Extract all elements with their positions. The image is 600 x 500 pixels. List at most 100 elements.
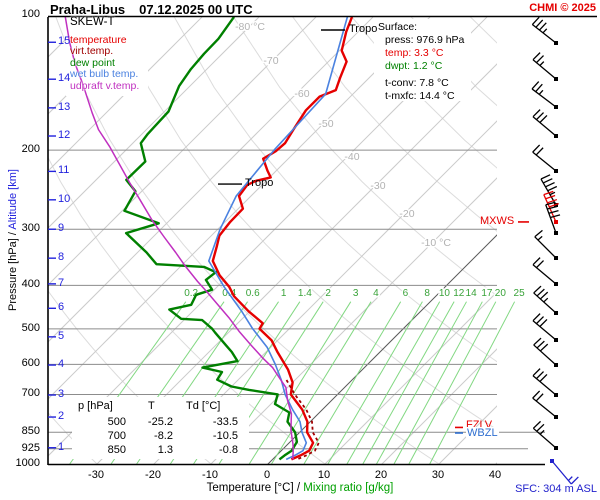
- mixing-ratio-line: [376, 301, 467, 465]
- table-cell: -0.8: [219, 444, 238, 456]
- wind-barb: [533, 285, 558, 315]
- surface-value: dwpt: 1.2 °C: [385, 60, 443, 72]
- dry-adiabat: [292, 17, 497, 232]
- mixing-ratio-line: [248, 301, 352, 465]
- mixing-ratio-axis-label: Mixing ratio [g/kg]: [303, 482, 394, 494]
- altitude-tick-label: 14: [58, 72, 71, 85]
- pressure-tick-label: 600: [21, 357, 40, 370]
- table-header-cell: T: [148, 400, 155, 412]
- x-axis-title: Temperature [°C] / Mixing ratio [g/kg]: [150, 482, 450, 494]
- wind-barb: [550, 459, 579, 485]
- mixing-ratio-line: [393, 301, 483, 465]
- mixing-ratio-label: 3: [353, 288, 359, 299]
- isotherm-label: -10 °C: [421, 237, 451, 249]
- legend-backdrop: [66, 16, 148, 96]
- pressure-tick-label: 925: [21, 441, 40, 454]
- dry-adiabat: [232, 17, 497, 297]
- curve-legend: SKEW-T temperature virt.temp. dew point wet…: [70, 16, 140, 93]
- mixing-ratio-label: 6: [403, 288, 409, 299]
- surface-backdrop: [374, 19, 471, 101]
- mixing-ratio-label: 1.4: [298, 288, 312, 299]
- wbzl-label: WBZL: [466, 426, 499, 439]
- table-header-cell: Td [°C]: [186, 400, 221, 412]
- mixing-ratio-line: [303, 301, 402, 465]
- wind-barb: [531, 16, 558, 45]
- temperature-tick-label: 20: [374, 469, 388, 481]
- mixing-ratio-lines: 0.2 0.4 0.6 1 1.4 2 3 4 6 8 10 12 14 17 20 25-80 °C-70-…: [48, 20, 545, 465]
- altitude-tick-label: 9: [58, 222, 65, 235]
- mixing-ratio-line: [362, 301, 455, 465]
- sounding-datetime: 07.12.2025 00 UTC: [139, 2, 253, 17]
- legend-items: temperature virt.temp. dew point wet bulb t…: [70, 34, 140, 93]
- dry-adiabat: [114, 17, 497, 431]
- altitude-tick-label: 10: [58, 192, 71, 205]
- wind-barb: [532, 390, 558, 419]
- altitude-tick-label: 4: [58, 358, 65, 371]
- surface-values: press: 976.9 hPa temp: 3.3 °C dwpt: 1.2 °C: [378, 34, 464, 73]
- table-cell: 500: [107, 416, 126, 428]
- altitude-tick-label: 8: [58, 251, 65, 264]
- table-backdrop: [72, 397, 249, 459]
- table-cell: 700: [107, 430, 126, 442]
- isotherm: [323, 291, 497, 465]
- temperature-axis-label: Temperature [°C] /: [206, 482, 301, 494]
- mxws-label: MXWS: [480, 214, 515, 227]
- legend-item: udpraft v.temp.: [70, 79, 140, 92]
- white-label-boxes: [66, 16, 471, 459]
- mixing-ratio-label: 14: [466, 288, 478, 299]
- surface-title: Surface:: [378, 21, 418, 33]
- isotherm: [48, 17, 431, 400]
- tropopause-label-upper: Tropo: [349, 23, 378, 35]
- dry-adiabat: [173, 17, 497, 363]
- table-cell: -25.2: [147, 416, 173, 428]
- pressure-tick-label: 700: [21, 387, 40, 400]
- surface-value: t-mxfc: 14.4 °C: [385, 90, 455, 102]
- pressure-tick-label: 850: [21, 425, 40, 438]
- isotherm-label: -80 °C: [235, 21, 265, 33]
- temperature-tick-label: -20: [145, 469, 161, 481]
- mixing-ratio-line: [429, 301, 516, 465]
- overlays: [47, 15, 597, 485]
- mixing-ratio-label: 0.6: [246, 288, 260, 299]
- table-cell: 1.3: [157, 444, 173, 456]
- table-header-cell: p [hPa]: [78, 400, 113, 412]
- wind-barb: [532, 52, 558, 81]
- altitude-tick-label: 15: [58, 35, 71, 48]
- mixing-ratio-label: 4: [373, 288, 379, 299]
- mixing-ratio-label: 10: [439, 288, 451, 299]
- surface-value: temp: 3.3 °C: [385, 47, 444, 59]
- altitude-tick-label: 2: [58, 410, 65, 423]
- temperature-tick-label: -30: [88, 469, 104, 481]
- tropopause-label-lower: Tropo: [245, 177, 274, 190]
- altitude-tick-label: 13: [58, 100, 71, 113]
- curve-temperature: [211, 16, 354, 461]
- mixing-ratio-line: [408, 301, 497, 465]
- wind-barb: [532, 420, 558, 450]
- copyright-label: CHMI © 2025: [529, 2, 596, 14]
- pressure-tick-label: 300: [21, 222, 40, 235]
- pressure-tick-label: 100: [21, 8, 40, 20]
- table-cell: -33.5: [212, 416, 238, 428]
- isotherm: [48, 17, 374, 343]
- isotherm-label: -50: [318, 118, 333, 130]
- isotherm-label: -30: [370, 180, 385, 192]
- wind-barb: [543, 190, 559, 224]
- altitude-tick-label: 12: [58, 129, 71, 141]
- pressure-tick-label: 1000: [15, 457, 40, 469]
- pressure-tick-label: 200: [21, 143, 40, 156]
- pressure-tick-label: 500: [21, 321, 40, 334]
- altitude-tick-label: 5: [58, 329, 65, 342]
- table-cell: 850: [107, 444, 126, 456]
- surface-info-box: Surface: press: 976.9 hPa temp: 3.3 °C dwp…: [378, 21, 464, 103]
- altitude-tick-label: 1: [58, 440, 65, 453]
- isotherm-0c: [266, 234, 497, 465]
- mixing-ratio-label: 12: [453, 288, 465, 299]
- curve-wet-bulb-temperature: [208, 16, 349, 461]
- surface-value: press: 976.9 hPa: [385, 34, 465, 46]
- wind-barb: [532, 109, 558, 138]
- mixing-ratio-label: 25: [514, 288, 526, 299]
- legend-item: dew point: [70, 56, 115, 69]
- surface-elevation-label: SFC: 304 m ASL: [515, 483, 597, 495]
